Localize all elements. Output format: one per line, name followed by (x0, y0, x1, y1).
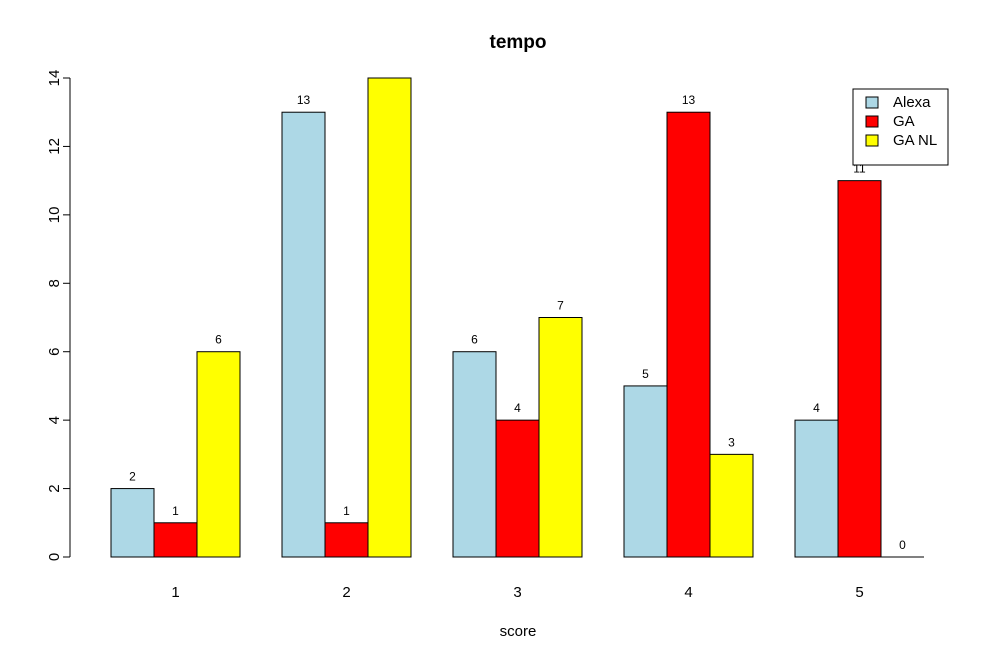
x-tick-label: 2 (342, 584, 350, 601)
chart-title: tempo (490, 32, 547, 53)
y-tick-label: 4 (46, 416, 63, 424)
bar (623, 385, 668, 558)
bar (367, 77, 412, 558)
y-tick-label: 6 (46, 348, 63, 356)
y-tick-label: 2 (46, 484, 63, 492)
data-label: 6 (471, 333, 478, 347)
x-axis-ticks: 1 2 3 4 5 (171, 584, 863, 601)
x-tick-label: 3 (513, 584, 521, 601)
legend-label: GA (893, 113, 915, 130)
x-tick-label: 4 (684, 584, 692, 601)
data-label: 7 (557, 299, 564, 313)
legend: Alexa GA GA NL (852, 88, 949, 166)
y-tick-label: 0 (46, 553, 63, 561)
data-label: 1 (343, 504, 350, 518)
legend-swatch (865, 96, 879, 109)
bar (281, 111, 326, 558)
x-tick-label: 5 (855, 584, 863, 601)
bar (324, 522, 369, 558)
y-tick-label: 10 (46, 207, 63, 224)
data-label: 3 (728, 435, 735, 449)
data-label: 1 (172, 504, 179, 518)
data-label: 0 (899, 538, 906, 552)
data-label: 5 (642, 367, 649, 381)
bar (196, 351, 241, 558)
bar (837, 180, 882, 558)
bar (110, 488, 155, 558)
bar (538, 317, 583, 558)
bar (452, 351, 497, 558)
data-label: 4 (813, 401, 820, 415)
legend-swatch (865, 115, 879, 128)
bar-group: 13 1 (281, 77, 412, 558)
bar (495, 419, 540, 558)
legend-swatch (865, 134, 879, 147)
y-tick-label: 8 (46, 279, 63, 287)
y-tick-label: 12 (46, 138, 63, 155)
bar (153, 522, 198, 558)
x-tick-label: 1 (171, 584, 179, 601)
bar (666, 111, 711, 558)
data-label: 2 (129, 470, 136, 484)
data-label: 6 (215, 333, 222, 347)
bar-group: 6 4 7 (452, 299, 583, 558)
bar-group: 2 1 6 (110, 333, 241, 558)
data-label: 13 (297, 93, 311, 107)
legend-label: GA NL (893, 132, 937, 149)
bar (794, 419, 839, 558)
y-axis: 0 2 4 6 8 10 12 14 (46, 70, 71, 561)
bar-group: 5 13 3 (623, 93, 754, 558)
bar (709, 453, 754, 558)
legend-label: Alexa (893, 94, 931, 111)
data-label: 13 (682, 93, 696, 107)
y-tick-label: 14 (46, 70, 63, 87)
x-axis-label: score (500, 623, 537, 640)
data-label: 4 (514, 401, 521, 415)
